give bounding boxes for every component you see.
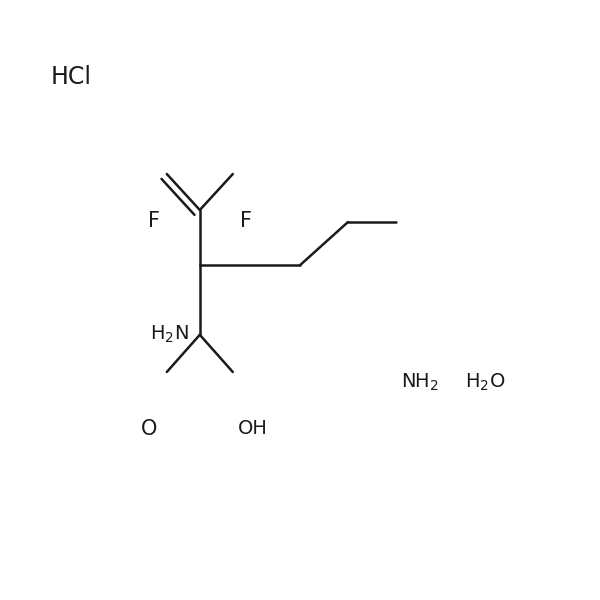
Text: OH: OH bbox=[238, 419, 268, 439]
Text: H$_2$O: H$_2$O bbox=[465, 371, 505, 393]
Text: H$_2$N: H$_2$N bbox=[150, 324, 189, 346]
Text: F: F bbox=[148, 211, 160, 231]
Text: O: O bbox=[141, 419, 157, 439]
Text: HCl: HCl bbox=[51, 65, 92, 89]
Text: NH$_2$: NH$_2$ bbox=[401, 371, 439, 393]
Text: F: F bbox=[240, 211, 252, 231]
